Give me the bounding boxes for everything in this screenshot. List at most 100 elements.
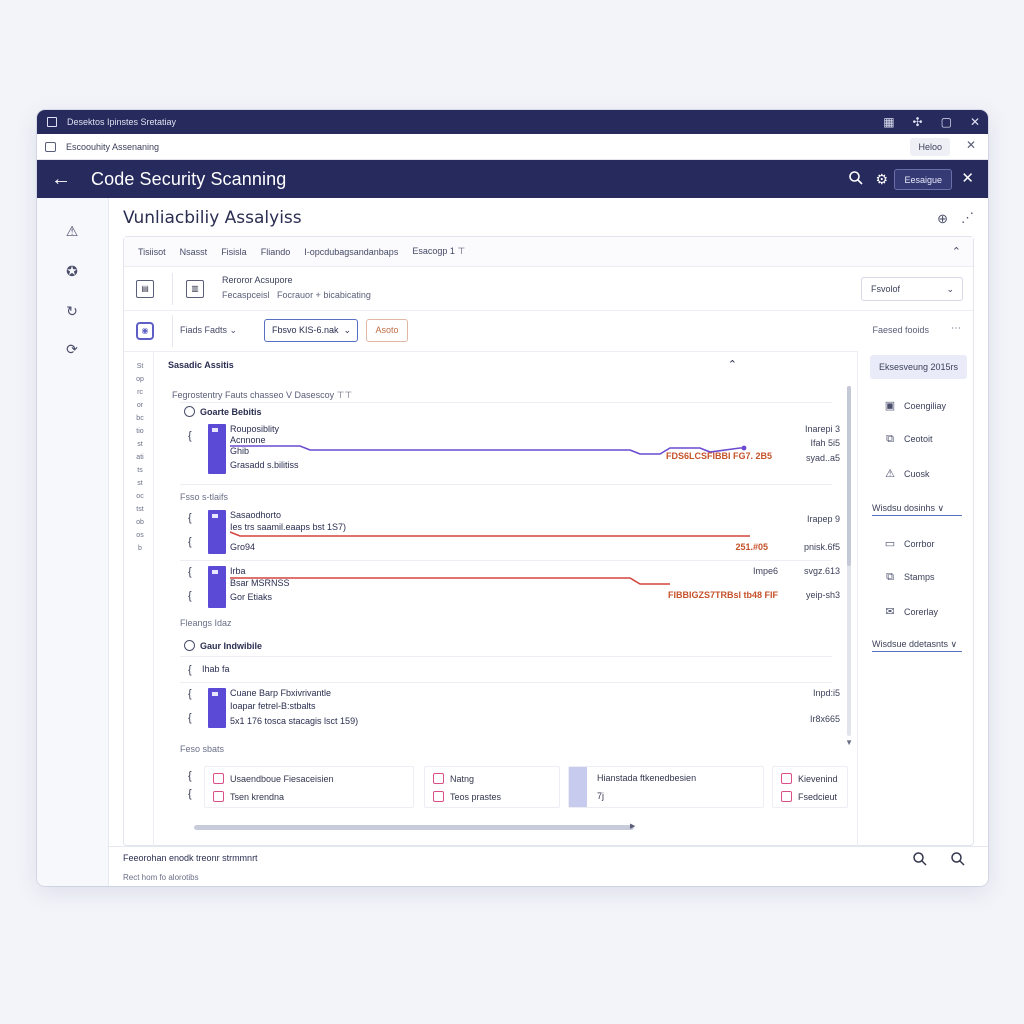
back-arrow-icon[interactable]: ←: [51, 167, 71, 190]
alert-icon: ⚠: [885, 468, 895, 480]
window-title: Desektos Ipinstes Sretatiay: [67, 117, 177, 127]
maximize-icon[interactable]: ▢: [940, 115, 952, 129]
filter-item[interactable]: Esacogp 1 ⊤: [412, 246, 466, 256]
report-dropdown[interactable]: Fsvolof ⌄: [861, 277, 963, 301]
scope-icon[interactable]: ◉: [136, 322, 154, 340]
lock-icon: [213, 791, 224, 802]
chevron-down-icon: ⌄: [946, 284, 954, 294]
vulnerability-row[interactable]: { { Sasaodhorto Ies trs saamil.eaaps bst…: [188, 510, 840, 554]
share-icon[interactable]: ⋰: [961, 210, 974, 225]
footer: Feeorohan enodk treonr strmmnrt Rect hom…: [109, 846, 988, 886]
trend-line: [230, 531, 750, 537]
gear-icon[interactable]: ⚙: [875, 171, 888, 187]
trend-line: [230, 577, 670, 585]
right-link[interactable]: Wisdsu dosinhs ∨: [872, 503, 962, 516]
right-item[interactable]: ⧉ Stamps: [884, 571, 934, 584]
filter-item[interactable]: Nsasst: [179, 246, 208, 257]
left-rail: ⚠ ✪ ↻ ⟳: [37, 198, 109, 886]
title-bar: Desektos Ipinstes Sretatiay ▦ ✣ ▢ ✕: [37, 110, 988, 134]
filter-row: Tisiisot Nsasst Fisisla Fliando I-opcdub…: [124, 237, 973, 267]
right-item[interactable]: ▣ Coengiliay: [884, 400, 947, 412]
mail-icon: ✉: [885, 606, 895, 618]
found-label: Faesed fooids: [872, 325, 929, 335]
filter-item[interactable]: Fisisla: [221, 246, 247, 257]
search-icon[interactable]: [848, 170, 864, 191]
app-header: ← Code Security Scanning ⚙ Eesaigue ✕: [37, 160, 988, 198]
report-subtitle: Fecaspceisl Focrauor + bicabicating: [222, 290, 371, 300]
refresh-icon[interactable]: ↻: [66, 303, 78, 319]
scope-label: Fiads Fadts ⌄: [180, 325, 238, 335]
right-link[interactable]: Wisdsue ddetasnts ∨: [872, 639, 962, 652]
warning-icon[interactable]: ⚠: [65, 223, 79, 239]
summary-card[interactable]: Kievenind Fsedcieut: [772, 766, 848, 808]
key-icon: [781, 773, 792, 784]
vulnerability-list: Stoprcorbctio statitsstoctstobosb Sasadi…: [124, 351, 858, 847]
summary-card[interactable]: Natng Teos prastes: [424, 766, 560, 808]
scroll-down-icon[interactable]: ▼: [845, 738, 853, 747]
copy-icon: ⧉: [886, 433, 894, 445]
bug-icon[interactable]: ✪: [66, 263, 78, 279]
filter-item[interactable]: Fliando: [260, 246, 291, 257]
vertical-scrollbar[interactable]: [847, 386, 851, 736]
summary-card[interactable]: Usaendboue Fiesaceisien Tsen krendna: [204, 766, 414, 808]
right-panel-header[interactable]: Eksesveung 2015rs: [870, 355, 967, 379]
scroll-right-icon[interactable]: ▶: [630, 823, 636, 830]
scope-select[interactable]: Fbsvo KIS-6.nak ⌄: [264, 319, 358, 342]
grid-icon[interactable]: ▦: [883, 115, 895, 129]
close-window-icon[interactable]: ✕: [969, 115, 980, 129]
right-item[interactable]: ✉ Corerlay: [885, 606, 939, 618]
flag-icon: [781, 791, 792, 802]
window-controls: ▦ ✣ ▢ ✕: [883, 110, 980, 134]
right-item[interactable]: ⚠ Cuosk: [885, 468, 930, 480]
tag-icon: [433, 773, 444, 784]
close-icon[interactable]: ✕: [961, 170, 974, 187]
vulnerability-row[interactable]: { { Irba Bsar MSRNSS Gor Etiaks FIBBIGZS…: [188, 566, 840, 610]
footer-note: Rect hom fo alorotibs: [123, 873, 199, 882]
tab-bar: Escoouhity Assenaning Heloo ✕: [37, 134, 988, 160]
vulnerability-row[interactable]: { { Cuane Barp Fbxivrivantle Ioapar fetr…: [188, 688, 840, 728]
chevron-up-icon[interactable]: ⌃: [727, 359, 737, 371]
shield-icon: [184, 406, 195, 417]
sync-icon[interactable]: ⟳: [66, 341, 78, 357]
chevron-up-icon[interactable]: ⌃: [951, 246, 961, 258]
vulnerability-row[interactable]: { Rouposiblity Acnnone Ghib Grasadd s.bi…: [188, 424, 840, 476]
vulnerability-row[interactable]: { Ihab fa: [188, 664, 230, 676]
header-action-button[interactable]: Eesaigue: [894, 169, 952, 190]
auto-tag[interactable]: Asoto: [366, 319, 408, 342]
filter-item[interactable]: I-opcdubagsandanbaps: [304, 246, 399, 257]
right-item[interactable]: ⧉ Ceotoit: [884, 433, 932, 446]
page-title: Vunliacbiliy Assalyiss: [123, 208, 302, 228]
app-window: Desektos Ipinstes Sretatiay ▦ ✣ ▢ ✕ Esco…: [37, 110, 988, 886]
search-icon[interactable]: [950, 851, 966, 872]
calendar-icon: ▣: [884, 400, 896, 412]
pin-icon[interactable]: ✣: [912, 115, 923, 129]
tab-label[interactable]: Escoouhity Assenaning: [66, 141, 160, 152]
app-icon: [47, 117, 57, 127]
section-title: Sasadic Assitis: [168, 360, 234, 370]
group-label: Fsso s-tlaifs: [180, 492, 229, 502]
calculator-icon[interactable]: ▤: [136, 280, 154, 298]
more-icon[interactable]: ⋯: [951, 323, 961, 334]
tab-doc-icon: [45, 141, 56, 152]
group-header: Gaur Indwibile: [184, 640, 262, 651]
main-content: Vunliacbiliy Assalyiss ⊕ ⋰ Tisiisot Nsas…: [109, 198, 988, 886]
tab-help-button[interactable]: Heloo: [910, 138, 950, 156]
search-icon[interactable]: [912, 851, 928, 872]
report-icon[interactable]: ▥: [186, 280, 204, 298]
right-item[interactable]: ▭ Corrbor: [884, 538, 935, 550]
summary-card[interactable]: Hianstada ftkenedbesien 7j: [568, 766, 764, 808]
card-icon: ▭: [884, 538, 896, 550]
scope-row: ◉ Fiads Fadts ⌄ Fbsvo KIS-6.nak ⌄ Asoto F…: [124, 311, 973, 351]
file-icon: [433, 791, 444, 802]
group-label: Fleangs Idaz: [180, 618, 232, 628]
tab-close-icon[interactable]: ✕: [965, 138, 976, 152]
horizontal-scrollbar[interactable]: [194, 825, 634, 830]
sub-filters[interactable]: Fegrostentry Fauts chasseo V Dasescoy ⊤⊤: [172, 390, 353, 400]
group-header: Goarte Bebitis: [184, 406, 262, 417]
report-title: Reroror Acsupore: [222, 275, 293, 285]
filter-item[interactable]: Tisiisot: [138, 246, 166, 257]
zoom-icon[interactable]: ⊕: [937, 211, 948, 226]
trend-line: [230, 445, 747, 455]
analysis-panel: Tisiisot Nsasst Fisisla Fliando I-opcdub…: [123, 236, 974, 847]
database-icon: [184, 640, 195, 651]
